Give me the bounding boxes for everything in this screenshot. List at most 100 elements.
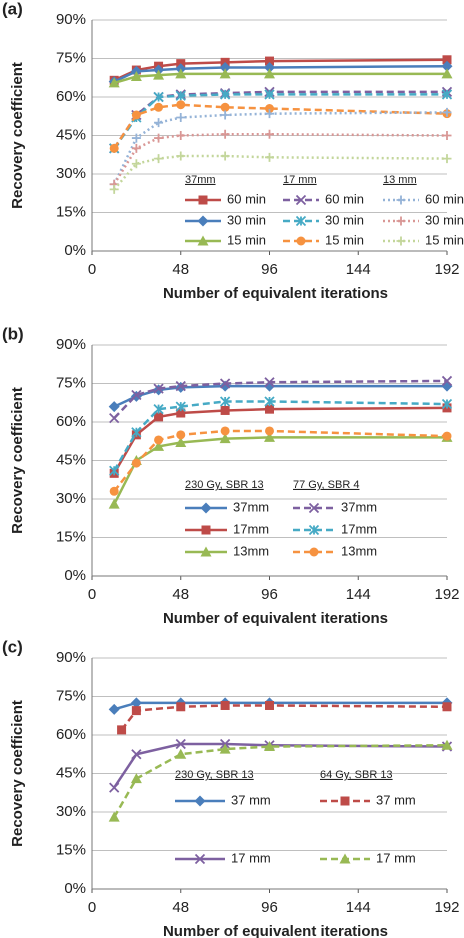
legend-marker bbox=[308, 524, 320, 536]
marker bbox=[220, 426, 230, 436]
x-axis-label: Number of equivalent iterations bbox=[163, 923, 388, 938]
marker bbox=[109, 413, 120, 424]
marker bbox=[131, 427, 142, 438]
y-tick-label: 30% bbox=[56, 490, 86, 507]
y-tick-label: 0% bbox=[64, 242, 86, 259]
marker bbox=[175, 381, 187, 393]
legend-marker bbox=[200, 502, 212, 514]
x-axis-label: Number of equivalent iterations bbox=[163, 285, 388, 302]
marker bbox=[442, 431, 452, 441]
marker bbox=[153, 384, 165, 396]
legend-label: 37 mm bbox=[376, 792, 416, 807]
marker bbox=[265, 129, 274, 139]
marker bbox=[264, 396, 275, 407]
marker bbox=[176, 430, 186, 440]
legend-label: 17mm bbox=[341, 521, 377, 536]
marker bbox=[441, 60, 453, 72]
x-tick-label: 0 bbox=[88, 899, 96, 916]
marker bbox=[109, 184, 119, 194]
marker bbox=[176, 113, 186, 123]
marker bbox=[153, 69, 165, 80]
marker bbox=[442, 131, 452, 140]
marker bbox=[130, 70, 142, 81]
legend-group-title: 37mm bbox=[185, 174, 216, 186]
x-axis-label: Number of equivalent iterations bbox=[163, 610, 388, 627]
y-tick-label: 45% bbox=[56, 451, 86, 468]
legend-label: 15 min bbox=[425, 232, 464, 247]
marker bbox=[264, 68, 275, 79]
panel: (b) 0% 15% 30% 45% 60% 75% 90% 0 48 96 144 192 Recove… bbox=[2, 324, 460, 626]
x-tick-label: 0 bbox=[88, 586, 96, 603]
x-tick-label: 0 bbox=[88, 261, 96, 278]
legend-label: 17 mm bbox=[376, 850, 416, 865]
marker bbox=[175, 380, 186, 392]
marker bbox=[131, 159, 141, 169]
series-line bbox=[113, 90, 447, 150]
y-tick-label: 15% bbox=[56, 841, 86, 858]
marker bbox=[264, 431, 275, 442]
marker bbox=[219, 68, 231, 79]
panel-label: (a) bbox=[2, 0, 23, 18]
marker bbox=[154, 435, 164, 445]
marker bbox=[441, 739, 453, 750]
panel-label: (b) bbox=[2, 324, 24, 343]
x-tick-label: 48 bbox=[172, 586, 189, 603]
marker bbox=[441, 375, 453, 387]
marker bbox=[264, 380, 275, 392]
marker bbox=[264, 741, 275, 752]
legend-label: 13mm bbox=[341, 543, 377, 558]
legend-marker bbox=[295, 194, 307, 206]
legend-group-title: 64 Gy, SBR 13 bbox=[320, 769, 393, 781]
marker bbox=[108, 77, 120, 88]
marker bbox=[220, 405, 230, 415]
marker bbox=[154, 133, 164, 143]
series-line bbox=[113, 744, 448, 818]
y-tick-label: 60% bbox=[56, 88, 86, 105]
marker bbox=[265, 56, 274, 66]
legend-label: 30 min bbox=[227, 212, 266, 227]
legend-marker bbox=[194, 795, 206, 807]
marker bbox=[154, 154, 164, 164]
panel-label: (c) bbox=[2, 637, 23, 656]
marker bbox=[441, 89, 453, 100]
marker bbox=[442, 107, 452, 117]
y-tick-label: 15% bbox=[56, 203, 86, 220]
y-tick-label: 90% bbox=[56, 11, 86, 28]
legend-label: 60 min bbox=[425, 191, 464, 206]
x-tick-label: 192 bbox=[434, 899, 459, 916]
legend-marker bbox=[396, 236, 406, 246]
legend-label: 30 min bbox=[325, 212, 364, 227]
marker bbox=[219, 378, 231, 389]
marker bbox=[130, 773, 142, 784]
series-line bbox=[120, 704, 448, 731]
marker bbox=[153, 91, 164, 103]
marker bbox=[220, 102, 230, 112]
marker bbox=[219, 396, 231, 407]
marker bbox=[441, 398, 453, 410]
series-line bbox=[113, 93, 447, 150]
y-tick-label: 30% bbox=[56, 165, 86, 182]
legend-label: 37mm bbox=[233, 499, 269, 514]
marker bbox=[442, 55, 452, 65]
legend-marker bbox=[296, 236, 306, 246]
marker bbox=[176, 151, 186, 161]
marker bbox=[175, 401, 186, 412]
marker bbox=[131, 110, 141, 120]
series-line bbox=[113, 406, 448, 474]
legend-marker bbox=[339, 853, 351, 864]
x-tick-label: 192 bbox=[434, 586, 459, 603]
marker bbox=[265, 104, 274, 114]
marker bbox=[109, 486, 119, 496]
marker bbox=[176, 131, 186, 140]
legend-marker bbox=[396, 216, 406, 226]
y-tick-label: 90% bbox=[56, 649, 86, 666]
panel: (c) 0% 15% 30% 45% 60% 75% 90% 0 48 96 144 192 Recove… bbox=[2, 637, 460, 938]
legend-marker bbox=[194, 853, 206, 865]
marker bbox=[108, 498, 120, 509]
y-tick-label: 30% bbox=[56, 803, 86, 820]
series-line bbox=[113, 436, 447, 505]
x-tick-label: 96 bbox=[261, 586, 278, 603]
marker bbox=[176, 408, 186, 418]
